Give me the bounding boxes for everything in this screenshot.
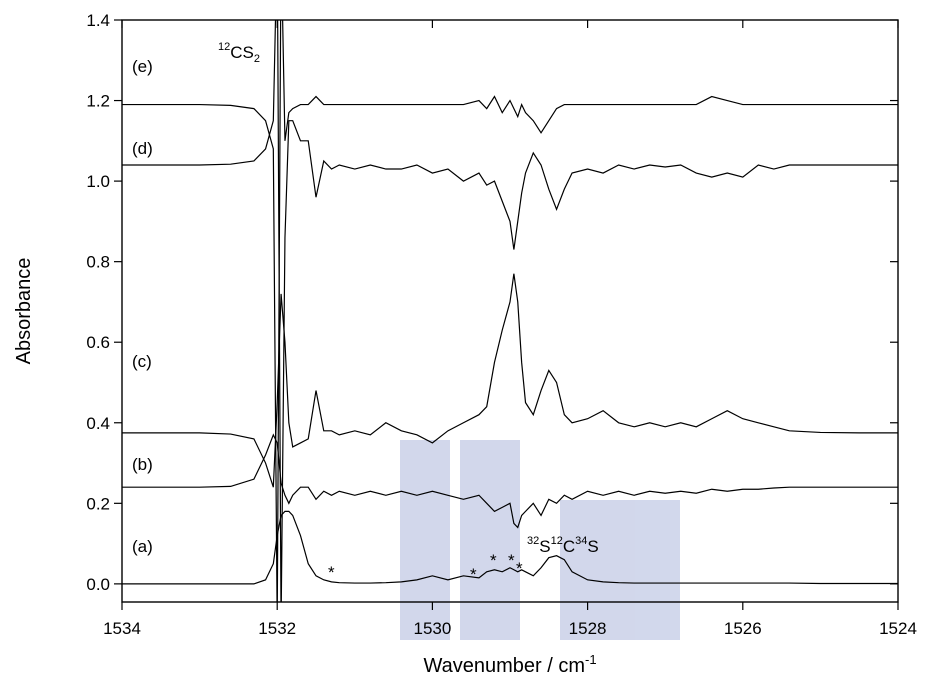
x-tick-label: 1532 <box>258 619 296 638</box>
x-tick-label: 1524 <box>879 619 917 638</box>
trace-label: (e) <box>132 57 153 76</box>
annotation: * <box>508 551 515 570</box>
x-axis-label-sup: -1 <box>585 652 597 667</box>
x-tick-label: 1530 <box>413 619 451 638</box>
annotation-part: S <box>587 537 598 556</box>
annotation-part: * <box>328 563 335 582</box>
annotation-part: 2 <box>254 53 260 65</box>
y-tick-label: 0.6 <box>86 333 110 352</box>
chart: Absorbance Wavenumber / cm-1 1534 1532 153… <box>0 0 928 686</box>
trace-label: (d) <box>132 139 153 158</box>
x-tick-label: 1528 <box>569 619 607 638</box>
annotation-part: C <box>563 537 575 556</box>
y-tick-label: 1.0 <box>86 172 110 191</box>
x-tick-label: 1526 <box>724 619 762 638</box>
annotation-part: 12 <box>551 535 563 547</box>
y-tick-label: 0.2 <box>86 494 110 513</box>
annotation-part: * <box>490 551 497 570</box>
annotation-part: * <box>508 551 515 570</box>
y-axis-label: Absorbance <box>13 258 35 365</box>
y-tick-label: 1.2 <box>86 92 110 111</box>
x-axis-label-main: Wavenumber / cm <box>423 655 585 677</box>
annotation: 12CS2 <box>218 41 260 65</box>
annotation-part: 34 <box>575 535 587 547</box>
annotation: 32S12C34S <box>527 535 599 556</box>
annotation-part: 32 <box>527 535 539 547</box>
y-tick-label: 0.8 <box>86 253 110 272</box>
annotation-part: S <box>539 537 550 556</box>
annotation: * <box>328 563 335 582</box>
annotation-part: * <box>470 565 477 584</box>
x-tick-label: 1534 <box>103 619 141 638</box>
annotation: * <box>470 565 477 584</box>
annotation: * <box>516 559 523 578</box>
x-axis-label: Wavenumber / cm-1 <box>423 652 596 677</box>
trace-label: (a) <box>132 537 153 556</box>
y-tick-label: 0.4 <box>86 414 110 433</box>
annotation-part: 12 <box>218 41 230 53</box>
y-tick-label: 0.0 <box>86 575 110 594</box>
annotation: * <box>490 551 497 570</box>
annotation-part: CS <box>230 43 254 62</box>
annotation-part: * <box>516 559 523 578</box>
trace-label: (b) <box>132 455 153 474</box>
y-tick-label: 1.4 <box>86 11 110 30</box>
trace-label: (c) <box>132 352 152 371</box>
